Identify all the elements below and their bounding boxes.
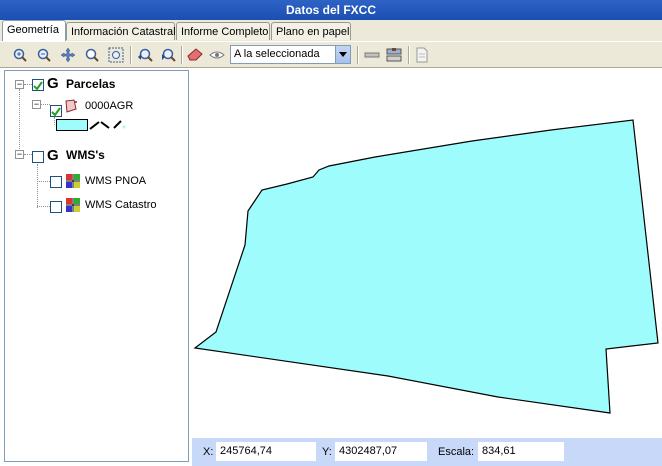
tab-informacion-catastral[interactable]: Información Catastral [66,22,176,40]
y-coordinate-label: Y: [322,446,332,458]
x-coordinate-value: 245764,74 [216,442,316,461]
parcel-polygon[interactable] [193,119,659,414]
parcel-map [193,119,659,414]
view-button[interactable] [208,46,226,64]
group-badge-parcelas: G [47,75,59,92]
zoom-out-button[interactable] [35,46,53,64]
zoom-out-icon [37,48,51,62]
checkbox-wms-catastro[interactable] [50,201,62,213]
layer-label-0000agr: 0000AGR [85,100,134,112]
layer-label-wms-catastro: WMS Catastro [85,199,157,211]
y-coordinate-value: 4302487,07 [335,442,427,461]
measure-icon [364,52,380,58]
zoom-window-button[interactable] [83,46,101,64]
zoom-next-button[interactable] [159,46,177,64]
checkbox-wms[interactable] [32,151,44,163]
pan-icon [60,47,76,63]
pan-button[interactable] [59,46,77,64]
tab-informe-completo[interactable]: Informe Completo [176,22,270,40]
layer-tree-panel: − G Parcelas − 0000AGR − G WMS's WMS PNO… [4,70,189,462]
document-button[interactable] [413,46,431,64]
legend-line-swatch [89,119,129,131]
tab-geometria[interactable]: Geometría [2,20,66,41]
measure-button[interactable] [363,46,381,64]
wms-layer-icon [66,198,80,212]
group-label-wms: WMS's [66,148,105,162]
layer-label-wms-pnoa: WMS PNOA [85,175,147,187]
expander-parcelas[interactable]: − [15,79,24,89]
zoom-window-icon [85,48,99,62]
map-canvas[interactable] [192,70,662,438]
checkbox-parcelas[interactable] [32,79,44,91]
chevron-down-icon[interactable] [335,46,350,63]
layers-button[interactable] [385,46,403,64]
zoom-extent-icon [108,47,124,63]
group-label-parcelas: Parcelas [66,77,116,91]
legend-fill-swatch [56,119,88,131]
zoom-in-button[interactable] [11,46,29,64]
checkbox-0000agr[interactable] [50,105,62,117]
eraser-icon [187,48,203,61]
zoom-mode-value: A la seleccionada [234,48,320,60]
layers-icon [386,48,402,62]
checkbox-wms-pnoa[interactable] [50,176,62,188]
zoom-previous-button[interactable] [136,46,154,64]
zoom-next-icon [162,48,176,62]
toolbar: A la seleccionada [0,41,662,68]
window-title: Datos del FXCC [0,0,662,20]
tab-plano-en-papel[interactable]: Plano en papel [271,22,351,40]
document-icon [416,47,428,63]
eye-icon [209,51,225,59]
scale-value: 834,61 [478,442,564,461]
polygon-layer-icon [64,98,80,114]
zoom-mode-select[interactable]: A la seleccionada [230,45,351,64]
zoom-in-icon [13,48,27,62]
expander-wms[interactable]: − [15,149,24,159]
zoom-previous-icon [138,48,153,62]
tab-bar: Geometría Información Catastral Informe … [0,20,662,41]
scale-label: Escala: [438,446,475,458]
eraser-button[interactable] [186,46,204,64]
x-coordinate-label: X: [203,446,214,458]
wms-layer-icon [66,174,80,188]
zoom-extent-button[interactable] [107,46,125,64]
status-bar: X: 245764,74 Y: 4302487,07 Escala: 834,6… [192,438,662,466]
expander-0000agr[interactable]: − [32,99,41,109]
group-badge-wms: G [47,147,59,164]
